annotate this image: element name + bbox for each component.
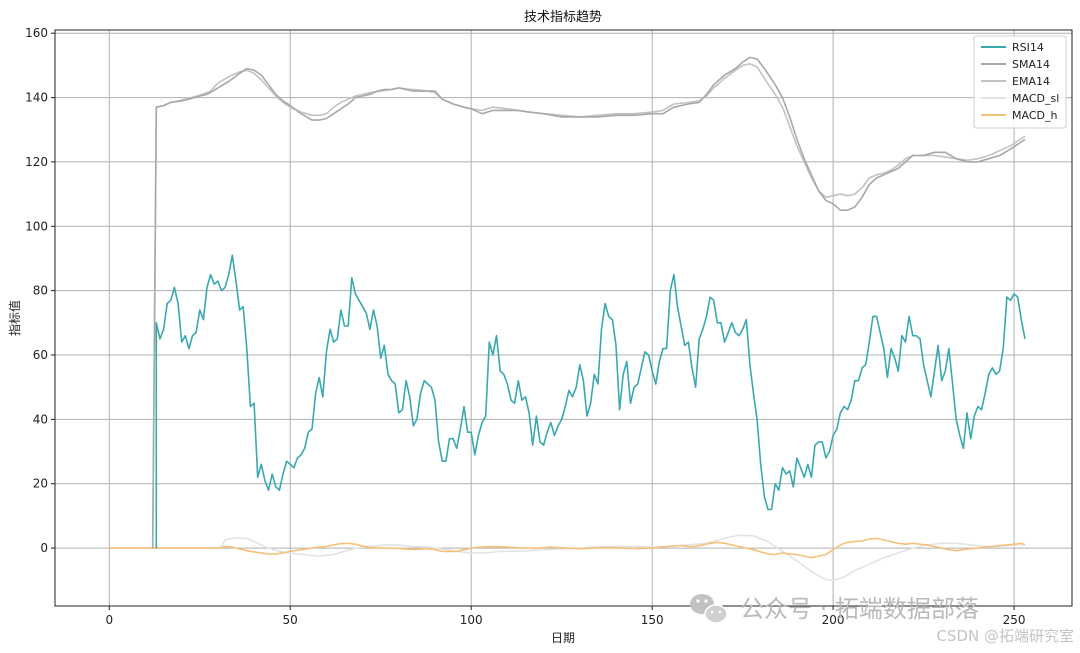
x-tick-label: 250 bbox=[1003, 613, 1026, 627]
watermark-text: 公众号 · 拓端数据部落 bbox=[740, 595, 979, 623]
series-line-rsi14 bbox=[155, 254, 1026, 549]
y-tick-label: 20 bbox=[33, 477, 48, 491]
x-tick-label: 50 bbox=[283, 613, 298, 627]
watermark-subtext: CSDN @拓端研究室 bbox=[936, 627, 1074, 645]
legend-label: EMA14 bbox=[1012, 75, 1050, 88]
plot-frame bbox=[54, 29, 1073, 607]
legend-label: RSI14 bbox=[1012, 41, 1044, 54]
x-tick-label: 200 bbox=[822, 613, 845, 627]
y-tick-label: 80 bbox=[33, 284, 48, 298]
x-tick-label: 100 bbox=[460, 613, 483, 627]
series-line-macd-h bbox=[109, 537, 1026, 559]
x-tick-label: 150 bbox=[641, 613, 664, 627]
series-layer bbox=[109, 56, 1026, 582]
y-tick-label: 160 bbox=[25, 26, 48, 40]
legend-label: MACD_h bbox=[1012, 109, 1057, 122]
series-line-ema14 bbox=[151, 63, 1026, 549]
y-tick-label: 140 bbox=[25, 91, 48, 105]
y-tick-label: 100 bbox=[25, 219, 48, 233]
y-tick-label: 60 bbox=[33, 348, 48, 362]
x-axis-label: 日期 bbox=[551, 631, 575, 645]
tick-layer: 0 50 100 150 200 250 0 20 40 60 80 100 120 140 160 bbox=[25, 26, 1025, 627]
y-tick-label: 120 bbox=[25, 155, 48, 169]
y-tick-label: 40 bbox=[33, 412, 48, 426]
x-tick-label: 0 bbox=[105, 613, 113, 627]
legend: RSI14 SMA14 EMA14 MACD_sl MACD_h bbox=[973, 35, 1067, 129]
series-line-sma14 bbox=[151, 56, 1026, 549]
legend-label: MACD_sl bbox=[1012, 92, 1059, 105]
legend-box bbox=[973, 35, 1067, 129]
chart-title: 技术指标趋势 bbox=[524, 9, 602, 25]
watermark: 公众号 · 拓端数据部落 CSDN @拓端研究室 bbox=[690, 594, 1074, 645]
y-tick-label: 0 bbox=[40, 541, 48, 555]
series-line-macd-sl bbox=[109, 534, 1026, 582]
legend-label: SMA14 bbox=[1012, 58, 1050, 71]
y-axis-label: 指标值 bbox=[7, 300, 22, 336]
wechat-icon bbox=[690, 594, 728, 624]
